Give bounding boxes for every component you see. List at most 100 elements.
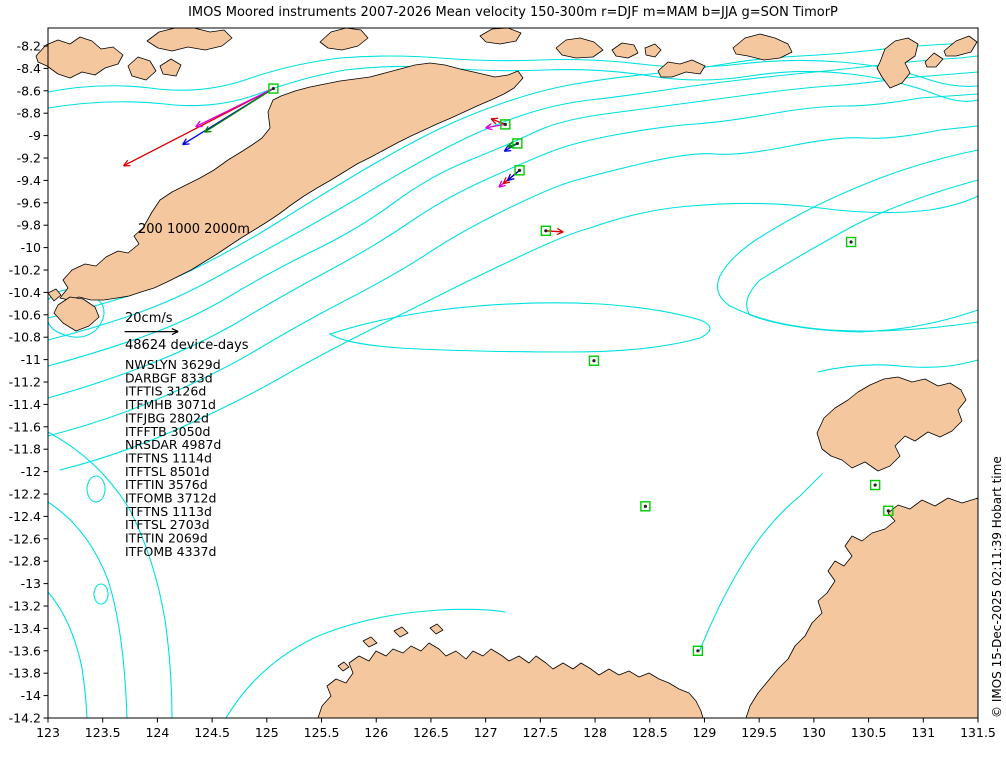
x-tick-label: 130.5 bbox=[851, 725, 887, 740]
y-tick-label: -13 bbox=[21, 576, 41, 591]
y-tick-label: -10.8 bbox=[9, 330, 41, 345]
x-tick-label: 130 bbox=[802, 725, 826, 740]
mooring-marker-dot bbox=[643, 504, 647, 508]
alor-islands bbox=[35, 36, 124, 79]
land-masses bbox=[35, 27, 979, 719]
device-days-label: 48624 device-days bbox=[125, 338, 249, 353]
instrument-list-item: ITFTNS 1114d bbox=[125, 450, 212, 465]
velocity-arrow bbox=[506, 169, 520, 182]
contour-line bbox=[328, 302, 711, 353]
contour-line bbox=[47, 501, 128, 719]
x-tick-label: 125.5 bbox=[304, 725, 340, 740]
islet bbox=[362, 636, 378, 648]
contour-line bbox=[47, 41, 979, 319]
y-tick-label: -11.6 bbox=[9, 419, 41, 434]
y-axis-ticks: -8.2 -8.4 -8.6 -8.8 -9 -9.2 -9.4 -9.6 -9.8 -10 -10… bbox=[9, 39, 48, 726]
x-tick-label: 126 bbox=[364, 725, 388, 740]
australia-mainland-nt bbox=[745, 497, 979, 719]
timor-island bbox=[59, 62, 524, 301]
mooring-marker-dot bbox=[592, 359, 596, 363]
contour-line bbox=[225, 608, 506, 719]
contour-line bbox=[746, 179, 979, 333]
contour-line bbox=[717, 149, 979, 332]
contour-line bbox=[86, 475, 106, 503]
islet bbox=[146, 27, 233, 52]
instrument-list-item: ITFOMB 4337d bbox=[125, 544, 216, 559]
mooring-marker-dot bbox=[886, 509, 890, 513]
instrument-list-item: ITFFTB 3050d bbox=[125, 424, 210, 439]
mooring-marker-dot bbox=[515, 141, 519, 146]
islet bbox=[159, 58, 182, 77]
y-tick-label: -11.4 bbox=[9, 397, 41, 412]
islet bbox=[393, 626, 409, 638]
contour-line bbox=[699, 473, 823, 651]
mooring-marker-dot bbox=[696, 649, 700, 653]
y-tick-label: -11.8 bbox=[9, 442, 41, 457]
instrument-list-item: ITFTIS 3126d bbox=[125, 384, 206, 399]
instrument-list-item: NWSLYN 3629d bbox=[125, 357, 221, 372]
velocity-vectors bbox=[122, 87, 564, 336]
velocity-arrow bbox=[485, 123, 506, 131]
tiwi-islands bbox=[816, 376, 967, 472]
y-tick-label: -10.6 bbox=[9, 307, 41, 322]
instrument-list-item: ITFOMB 3712d bbox=[125, 491, 216, 506]
mooring-markers bbox=[268, 83, 894, 656]
wetar-island bbox=[319, 27, 369, 51]
islet bbox=[943, 35, 978, 57]
y-tick-label: -13.8 bbox=[9, 666, 41, 681]
instrument-list-item: ITFMHB 3071d bbox=[125, 397, 216, 412]
y-tick-label: -9.8 bbox=[17, 218, 41, 233]
x-tick-label: 127 bbox=[474, 725, 498, 740]
scale-arrow-label: 20cm/s bbox=[125, 311, 173, 326]
x-tick-label: 125 bbox=[255, 725, 279, 740]
y-tick-label: -12 bbox=[21, 464, 41, 479]
mooring-marker-dot bbox=[503, 122, 507, 126]
islet bbox=[47, 288, 62, 302]
x-tick-label: 124.5 bbox=[194, 725, 230, 740]
instrument-list-item: ITFJBG 2802d bbox=[125, 410, 209, 425]
y-tick-label: -8.2 bbox=[17, 39, 41, 54]
y-tick-label: -11 bbox=[21, 352, 41, 367]
y-tick-label: -12.2 bbox=[9, 487, 41, 502]
instrument-list-item: NRSDAR 4987d bbox=[125, 437, 221, 452]
copyright-watermark: © IMOS 15-Dec-2025 02:11:39 Hobart time bbox=[990, 456, 1004, 718]
plot-title: IMOS Moored instruments 2007-2026 Mean v… bbox=[188, 5, 838, 20]
x-tick-label: 131 bbox=[911, 725, 935, 740]
mooring-marker-dot bbox=[517, 168, 522, 172]
islet bbox=[876, 37, 919, 89]
y-tick-label: -10 bbox=[21, 240, 41, 255]
contour-line bbox=[47, 93, 979, 399]
contour-line bbox=[59, 195, 979, 471]
x-tick-label: 126.5 bbox=[413, 725, 449, 740]
y-tick-label: -13.2 bbox=[9, 599, 41, 614]
y-tick-label: -8.6 bbox=[17, 83, 41, 98]
islet bbox=[924, 52, 944, 68]
x-tick-label: 123 bbox=[36, 725, 60, 740]
mooring-marker bbox=[540, 225, 552, 237]
plot-frame bbox=[47, 27, 979, 719]
y-tick-label: -9.2 bbox=[17, 151, 41, 166]
mooring-marker bbox=[845, 236, 857, 248]
x-tick-label: 123.5 bbox=[85, 725, 121, 740]
x-tick-label: 124 bbox=[145, 725, 169, 740]
y-tick-label: -9.4 bbox=[17, 173, 41, 188]
contour-depth-label: 200 1000 2000m bbox=[138, 222, 250, 237]
velocity-arrow bbox=[195, 87, 274, 128]
mooring-marker bbox=[883, 505, 894, 516]
instrument-list-item: ITFTNS 1113d bbox=[125, 504, 212, 519]
mooring-marker-dot bbox=[849, 240, 853, 244]
kisar-island bbox=[555, 37, 604, 59]
instrument-list-item: ITFTIN 3576d bbox=[125, 477, 208, 492]
mooring-marker bbox=[692, 645, 704, 656]
y-tick-label: -8.8 bbox=[17, 106, 41, 121]
mooring-marker bbox=[268, 83, 279, 94]
mooring-marker bbox=[640, 501, 651, 512]
contour-line bbox=[47, 55, 979, 93]
y-tick-label: -14 bbox=[21, 688, 41, 703]
y-tick-label: -9 bbox=[29, 128, 42, 143]
contour-line bbox=[47, 55, 979, 341]
contour-line bbox=[47, 591, 88, 719]
x-tick-label: 131.5 bbox=[960, 725, 996, 740]
